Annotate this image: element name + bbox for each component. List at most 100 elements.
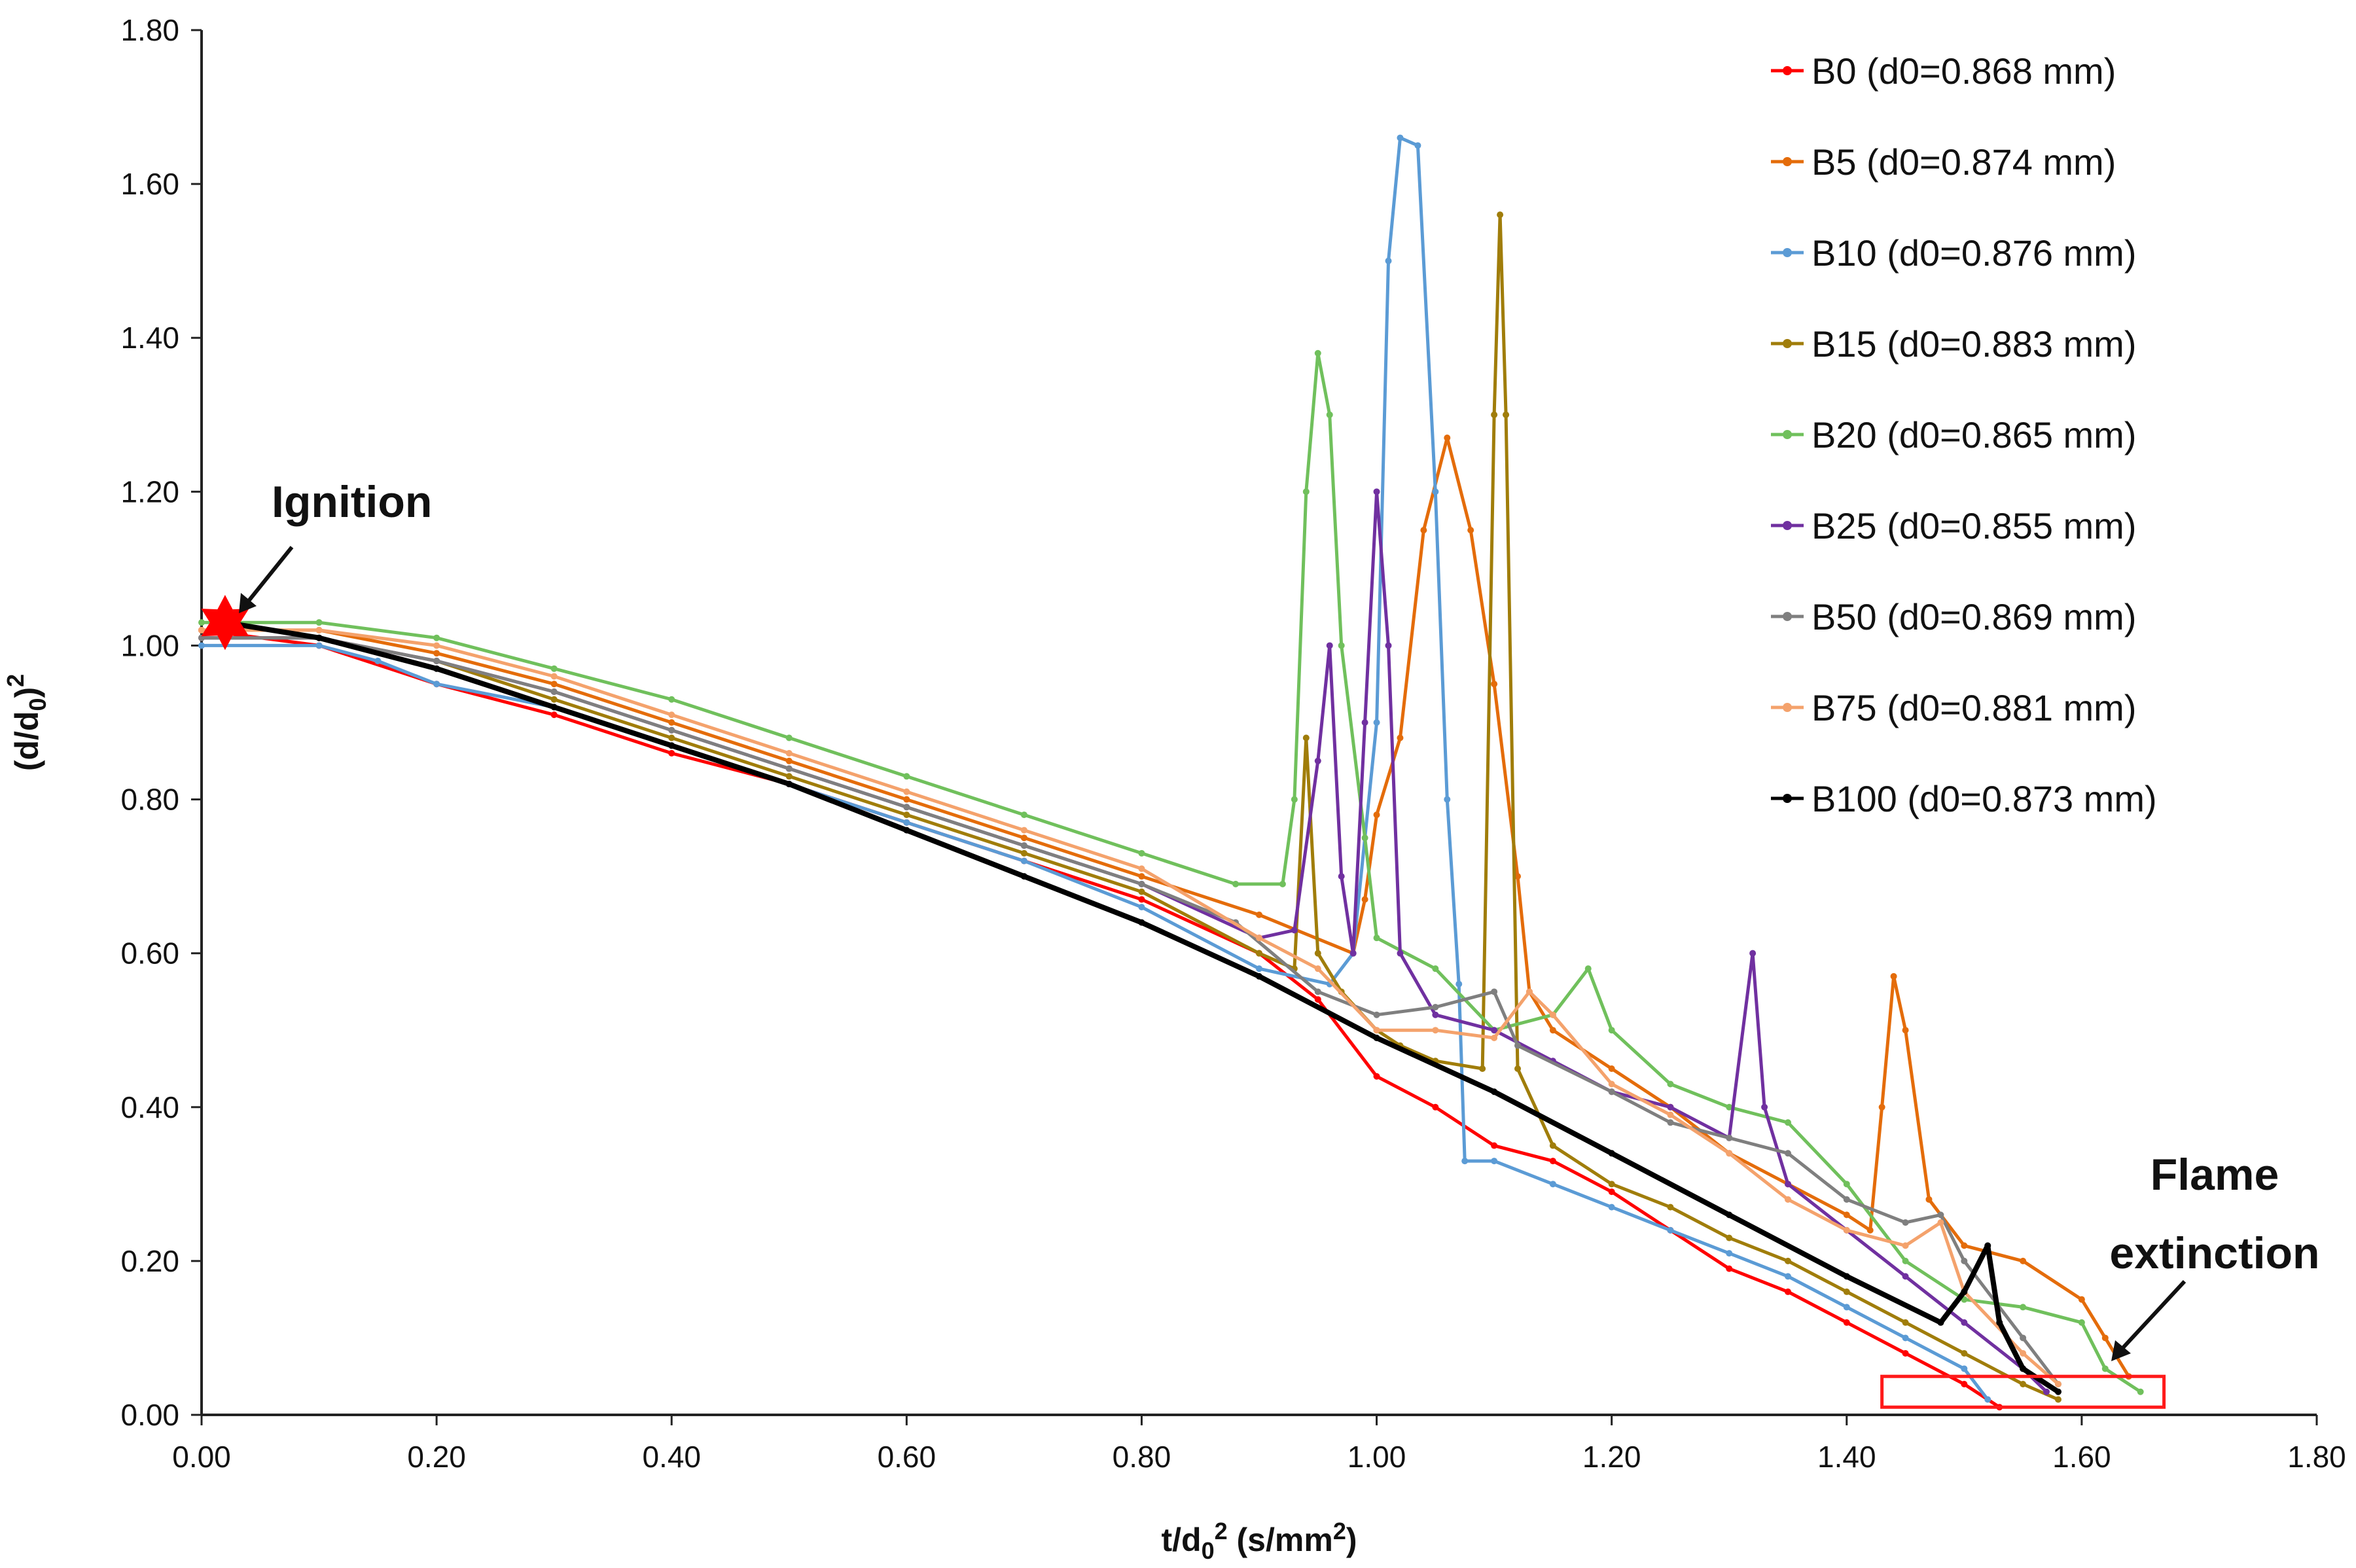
data-point [785,781,793,788]
data-point [1608,1027,1615,1034]
data-point [1514,873,1522,880]
data-point [1961,1319,1968,1326]
data-point [1726,1103,1733,1111]
annotations: Ignition Flame extinction [201,477,2320,1409]
data-point [668,696,675,703]
data-point [1503,411,1510,418]
data-point [1925,1196,1933,1203]
data-point [1020,827,1027,834]
data-point [1467,527,1474,534]
data-point [785,750,793,757]
legend-swatch-marker [1783,612,1792,621]
data-point [1020,842,1027,849]
data-point [315,619,323,626]
data-point [2020,1304,2027,1311]
data-point [668,750,675,757]
y-tick-label: 1.60 [120,167,179,201]
ignition-label: Ignition [272,477,432,527]
data-point [2101,1334,2109,1342]
data-point [1256,911,1262,918]
data-point [1138,873,1145,880]
data-point [1338,642,1345,649]
data-point [2020,1257,2027,1264]
ignition-arrowhead [239,593,257,613]
data-point [550,696,558,703]
data-point [1785,1181,1791,1188]
data-point [903,796,910,803]
x-title-part: 2 [1333,1518,1346,1544]
data-point [1984,1242,1991,1249]
data-point [1937,1219,1944,1226]
data-point [550,704,558,711]
y-tick-label: 1.40 [120,321,179,355]
data-point [1785,1119,1791,1126]
data-point [1726,1211,1733,1219]
legend-swatch-marker [1783,430,1792,439]
data-point [1608,1203,1615,1211]
data-point [903,811,910,819]
data-point [1726,1250,1733,1257]
data-point [1385,642,1392,649]
data-point [668,711,675,719]
data-point [1667,1119,1674,1126]
data-point [1361,834,1368,842]
data-point [315,634,323,641]
data-point [1373,1027,1380,1034]
y-title-part: 0 [24,698,51,711]
data-point [198,642,205,649]
data-point [433,650,440,657]
y-axis-title: (d/d0)2 [2,674,51,771]
data-point [1326,642,1333,649]
data-point [1291,927,1298,934]
data-point [785,734,793,741]
data-point [1726,1234,1733,1241]
data-point [1785,1273,1791,1280]
data-point [903,819,910,826]
data-point [1138,904,1145,911]
legend-swatch-marker [1783,339,1792,348]
x-title-part: t/d [1161,1522,1201,1558]
data-point [1937,1211,1944,1219]
data-point [1785,1196,1791,1203]
data-point [1256,972,1262,980]
data-point [2020,1334,2027,1342]
data-point [1414,142,1421,149]
data-point [1302,488,1310,495]
data-point [1373,1034,1380,1041]
data-point [1608,1181,1615,1188]
data-point [1726,1265,1733,1272]
data-point [550,711,558,719]
series-4 [198,349,2144,1395]
data-point [1314,996,1321,1003]
data-point [1373,935,1380,942]
extinction-label-line2: extinction [2109,1228,2319,1278]
data-point [1479,1065,1486,1072]
data-point [1420,527,1427,534]
data-point [1843,1288,1850,1295]
data-point [1373,811,1380,819]
data-point [1444,796,1451,803]
data-point [1667,1103,1674,1111]
data-point [1608,1080,1615,1088]
data-point [1020,811,1027,819]
y-tick-label: 0.60 [120,936,179,971]
data-point [1526,988,1533,995]
x-tick-label: 0.80 [1113,1440,1171,1474]
y-tick-label: 0.20 [120,1244,179,1278]
data-point [1749,950,1757,957]
y-tick-label: 1.00 [120,628,179,662]
series-1 [198,435,2132,1380]
data-point [1902,1027,1909,1034]
data-point [1902,1257,1909,1264]
data-point [1432,965,1439,972]
data-point [374,657,382,664]
data-point [1491,1088,1498,1096]
data-point [1866,1226,1874,1234]
x-ticks: 0.00 0.20 0.40 0.60 0.80 1.00 1.20 1.40 1.60 1.80 [172,1415,2346,1474]
data-point [1397,134,1404,141]
data-point [2020,1365,2027,1372]
data-point [1514,1042,1522,1049]
legend-swatch-marker [1783,521,1792,530]
data-point [1326,411,1333,418]
legend-label: B75 (d0=0.881 mm) [1812,687,2136,728]
